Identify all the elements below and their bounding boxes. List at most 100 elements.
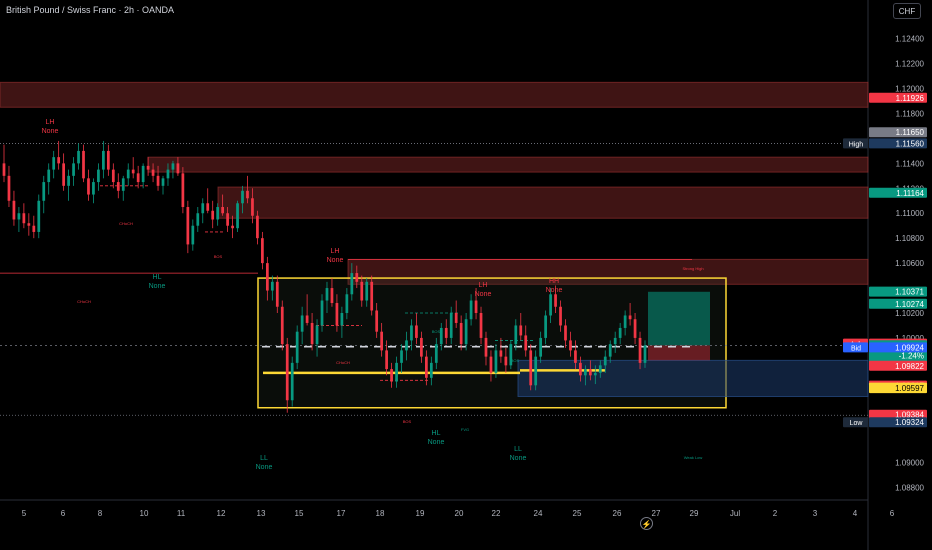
structure-sublabel: None [256,464,273,471]
candle [221,207,225,214]
x-tick-label: 8 [98,509,103,518]
candle [509,344,513,366]
candle [116,182,120,191]
y-tick-label: 1.12200 [895,60,924,69]
candle [559,306,562,326]
price-label-box [869,138,927,149]
price-label-prefix: Low [850,420,864,427]
candle [405,340,408,351]
annotation-label: Weak Low [684,455,703,460]
candle [236,203,239,229]
price-label-extra: -1.24% [899,351,924,360]
price-label-prefix: High [849,141,864,148]
candle [330,288,334,304]
candle [171,163,175,170]
y-tick-label: 1.12000 [895,85,924,94]
y-tick-label: 1.12400 [895,35,924,44]
x-tick-label: 11 [177,509,186,518]
x-tick-label: 6 [61,509,66,518]
candle [593,372,597,376]
candle [504,356,508,366]
candle [87,178,90,195]
candle [270,281,274,291]
annotation-label: CHoCH [77,299,91,304]
annotation-label: FVG [461,427,469,432]
candle [375,310,379,332]
price-label-value: 1.09384 [895,411,924,420]
x-tick-label: 5 [22,509,27,518]
candle [499,350,503,357]
x-tick-label: 12 [217,509,226,518]
candle [121,178,125,191]
x-tick-label: 17 [337,509,346,518]
candle [395,362,398,382]
x-tick-label: Jul [730,509,740,518]
candle [350,273,354,295]
candle [176,163,180,174]
structure-label: LH [331,248,340,255]
candle [335,303,339,326]
candle [618,327,622,338]
candle [275,281,279,307]
structure-label: HL [432,430,441,437]
price-label-box [869,187,927,198]
y-tick-label: 1.08800 [895,484,924,493]
candle [310,322,314,345]
candle [544,315,547,338]
price-label-box [869,92,927,103]
y-tick-label: 1.10200 [895,309,924,318]
candle [643,345,647,363]
structure-sublabel: None [475,291,492,298]
candle [47,169,51,183]
candles-group [2,140,647,413]
x-tick-label: 3 [813,509,818,518]
candle [315,325,319,345]
price-label-prefix-box [843,138,868,149]
price-labels: 1.11926 1.11650 1.11560 High 1.11164 1.10371 1… [843,92,927,428]
structure-sublabel: None [149,283,166,290]
y-tick-label: 1.11800 [896,110,925,119]
candle [524,335,528,351]
candle [588,369,592,376]
candle [424,356,428,378]
candle [141,165,145,183]
candle [280,306,284,345]
x-tick-label: 4 [853,509,858,518]
candle [305,315,309,323]
candle [226,213,229,226]
position-loss-zone [648,345,710,361]
candle [449,312,453,338]
candle [564,325,567,341]
candle [479,312,483,338]
candle [136,173,140,183]
x-tick-label: 15 [295,509,304,518]
candle [420,337,423,357]
candle [102,150,105,170]
price-label-box [869,417,927,428]
y-tick-label: 1.11000 [896,209,925,218]
candle [494,350,498,373]
candle [459,322,463,345]
annotation-label: Strong High [682,266,703,271]
currency-button[interactable]: CHF [893,3,921,19]
candle [574,350,577,363]
annotation-label: BOS [511,358,520,363]
x-tick-label: 29 [690,509,699,518]
x-tick-label: 24 [534,509,543,518]
supply-zone [147,156,869,173]
candle [106,150,110,170]
candle [603,356,607,366]
annotation-label: BOS [214,254,223,259]
candle [97,169,100,183]
structure-label: HL [153,274,162,281]
candle [613,337,617,345]
candle [370,281,374,311]
candle [584,369,587,376]
candle [77,150,80,164]
x-tick-label: 22 [492,509,501,518]
flash-icon[interactable]: ⚡ [640,517,653,530]
candle [608,344,612,357]
candle [186,207,190,245]
candle [579,362,582,376]
